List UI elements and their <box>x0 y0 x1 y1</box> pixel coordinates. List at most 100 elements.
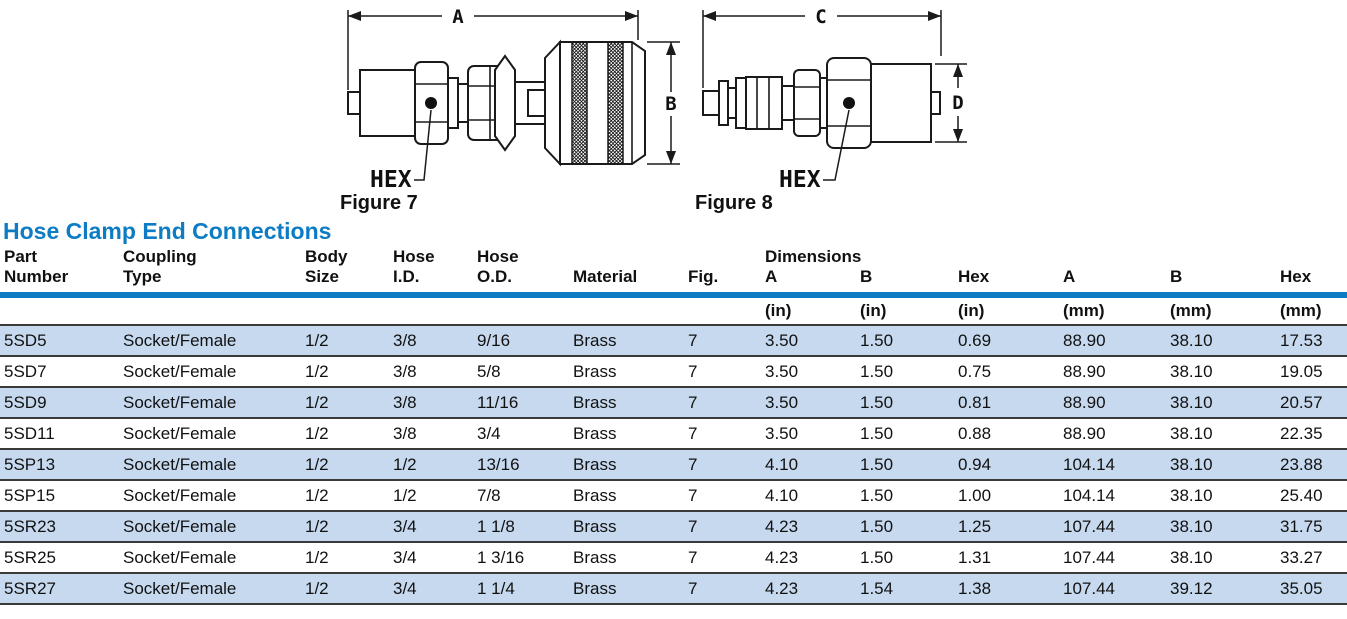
arrowhead-icon <box>928 11 941 21</box>
header-line: Hose <box>393 247 435 266</box>
table-cell: 19.05 <box>1280 361 1323 381</box>
table-cell: 4.10 <box>765 454 799 474</box>
body-recess <box>527 89 546 117</box>
header-line: A <box>1063 267 1076 287</box>
table-cell: 1.50 <box>860 454 894 474</box>
table-cell: 7 <box>688 454 698 474</box>
table-cell: 22.35 <box>1280 423 1323 443</box>
table-cell: 1.50 <box>860 547 894 567</box>
table-row: 5SD7 Socket/Female 1/2 3/8 5/8 Brass 7 3.50 1.50… <box>0 356 1347 388</box>
table-cell: 38.10 <box>1170 330 1213 350</box>
figures-row: A B HEX <box>0 0 1347 214</box>
table-cell: Socket/Female <box>123 578 237 598</box>
leader-line <box>414 109 432 181</box>
hex-section <box>793 69 821 137</box>
table-cell: 1/2 <box>305 454 329 474</box>
table-cell: 38.10 <box>1170 454 1213 474</box>
table-cell: 107.44 <box>1063 516 1115 536</box>
arrowhead-icon <box>953 129 963 142</box>
col-header-hex-in: Hex <box>954 247 1059 295</box>
table-cell: 3/8 <box>393 392 417 412</box>
table-cell: 20.57 <box>1280 392 1323 412</box>
table-cell: 3/4 <box>477 423 501 443</box>
table-cell: 5SR27 <box>4 578 56 598</box>
table-cell: 1/2 <box>393 485 417 505</box>
header-line: Material <box>573 267 638 287</box>
col-header-body-size: Body Size <box>301 247 389 295</box>
table-cell: Brass <box>573 516 617 536</box>
header-line: I.D. <box>393 267 420 287</box>
table-cell: 104.14 <box>1063 485 1115 505</box>
table-cell: Brass <box>573 361 617 381</box>
hex-facet-lines <box>415 83 448 123</box>
arrowhead-icon <box>703 11 716 21</box>
table-cell: 107.44 <box>1063 547 1115 567</box>
table-cell: Brass <box>573 485 617 505</box>
table-cell: 1/2 <box>305 547 329 567</box>
table-cell: 0.75 <box>958 361 992 381</box>
table-cell: 7 <box>688 547 698 567</box>
table-cell: 5SD9 <box>4 392 47 412</box>
table-cell: 7 <box>688 423 698 443</box>
table-cell: Socket/Female <box>123 516 237 536</box>
table-cell: 3/8 <box>393 423 417 443</box>
table-cell: 7 <box>688 361 698 381</box>
extension-line <box>647 41 680 165</box>
table-cell: 3/4 <box>393 547 417 567</box>
washer <box>447 77 459 129</box>
table-cell: 1 1/4 <box>477 578 515 598</box>
table-cell: 1.50 <box>860 485 894 505</box>
plug-tip <box>702 90 720 116</box>
table-cell: 3.50 <box>765 330 799 350</box>
leader-line <box>823 109 850 181</box>
table-row: 5SD9 Socket/Female 1/2 3/8 11/16 Brass 7 3.50 1.… <box>0 387 1347 419</box>
figure-8: C D HEX Figure 8 <box>695 0 985 215</box>
units-cell <box>389 295 473 325</box>
table-cell: 3/8 <box>393 330 417 350</box>
dim-label-c: C <box>815 6 826 28</box>
header-line: Number <box>4 267 69 287</box>
units-cell <box>0 295 119 325</box>
table-cell: 5SP13 <box>4 454 56 474</box>
figure-7-caption: Figure 7 <box>340 192 418 214</box>
table-cell: 3.50 <box>765 361 799 381</box>
table-cell: 5SP15 <box>4 485 56 505</box>
table-cell: 38.10 <box>1170 361 1213 381</box>
units-cell: (in) <box>765 301 792 321</box>
col-header-a-mm: A <box>1059 247 1166 295</box>
table-cell: 1 3/16 <box>477 547 525 567</box>
table-cell: 1.50 <box>860 392 894 412</box>
col-header-fig: Fig. <box>684 247 761 295</box>
hose-stub <box>930 91 941 115</box>
table-cell: 1/2 <box>305 516 329 536</box>
table-cell: 1.50 <box>860 330 894 350</box>
hex-marker-dot <box>425 97 437 109</box>
table-cell: Brass <box>573 392 617 412</box>
table-cell: Socket/Female <box>123 547 237 567</box>
header-line: Size <box>305 267 340 287</box>
col-header-b-mm: B <box>1166 247 1276 295</box>
table-cell: 88.90 <box>1063 392 1106 412</box>
table-cell: 38.10 <box>1170 392 1213 412</box>
table-cell: 0.94 <box>958 454 992 474</box>
col-header-b-in: B <box>856 247 954 295</box>
table-cell: Brass <box>573 423 617 443</box>
table-cell: Socket/Female <box>123 485 237 505</box>
plug-flange <box>735 77 747 129</box>
table-cell: 7 <box>688 516 698 536</box>
table-cell: 17.53 <box>1280 330 1323 350</box>
table-cell: 1.38 <box>958 578 992 598</box>
dim-label-b: B <box>665 93 676 115</box>
table-cell: 23.88 <box>1280 454 1323 474</box>
figure-7-diagram: A B HEX <box>347 6 680 192</box>
header-line: B <box>860 267 873 287</box>
table-cell: 1.50 <box>860 516 894 536</box>
table-cell: Brass <box>573 547 617 567</box>
units-cell: (mm) <box>1170 301 1212 321</box>
table-cell: 1 1/8 <box>477 516 515 536</box>
table-cell: 7 <box>688 392 698 412</box>
table-cell: 25.40 <box>1280 485 1323 505</box>
table-cell: 1/2 <box>305 578 329 598</box>
table-cell: 1.00 <box>958 485 992 505</box>
figure-7: A B HEX <box>340 0 685 215</box>
